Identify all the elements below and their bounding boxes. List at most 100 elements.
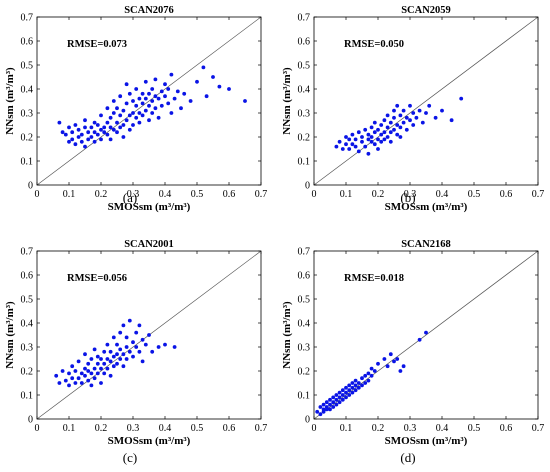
data-point bbox=[392, 127, 396, 132]
data-point bbox=[92, 376, 97, 381]
data-point bbox=[121, 364, 126, 369]
data-point bbox=[89, 125, 94, 130]
data-point bbox=[334, 402, 339, 407]
data-point bbox=[331, 400, 336, 405]
data-point bbox=[401, 364, 406, 369]
x-tick-label: 0 bbox=[312, 189, 317, 200]
data-point bbox=[366, 132, 371, 137]
data-point bbox=[372, 130, 377, 135]
y-tick-label: 0.1 bbox=[21, 157, 34, 168]
panel-caption: (d) bbox=[400, 450, 415, 465]
data-point bbox=[124, 335, 129, 340]
data-point bbox=[147, 103, 151, 108]
data-point bbox=[99, 137, 103, 142]
data-point bbox=[227, 87, 231, 91]
data-point bbox=[388, 352, 393, 357]
data-point bbox=[143, 96, 148, 101]
data-point bbox=[140, 359, 145, 364]
data-point bbox=[347, 388, 352, 393]
data-point bbox=[115, 106, 119, 111]
data-point bbox=[79, 381, 84, 385]
data-point bbox=[353, 383, 358, 388]
data-point bbox=[153, 77, 158, 82]
data-point bbox=[105, 106, 110, 111]
data-point bbox=[143, 108, 148, 113]
data-point bbox=[57, 120, 62, 125]
data-point bbox=[163, 82, 167, 87]
data-point bbox=[369, 366, 374, 371]
x-axis-label: SMOSsm (m³/m³) bbox=[385, 201, 468, 213]
data-point bbox=[115, 361, 119, 366]
x-tick-label: 0.1 bbox=[340, 189, 353, 200]
data-point bbox=[108, 349, 113, 354]
data-point bbox=[111, 354, 116, 359]
data-point bbox=[347, 393, 352, 397]
x-tick-label: 0.5 bbox=[468, 189, 481, 200]
x-axis-label: SMOSsm (m³/m³) bbox=[108, 435, 191, 447]
data-point bbox=[376, 361, 380, 366]
data-point bbox=[398, 369, 403, 373]
y-tick-label: 0.7 bbox=[21, 13, 34, 24]
data-point bbox=[108, 359, 113, 364]
data-point bbox=[111, 335, 116, 340]
data-point bbox=[366, 151, 371, 156]
data-point bbox=[99, 366, 103, 371]
data-point bbox=[340, 397, 345, 402]
data-point bbox=[324, 407, 329, 412]
data-point bbox=[111, 111, 116, 115]
data-point bbox=[124, 101, 129, 106]
data-point bbox=[118, 357, 123, 361]
data-point bbox=[350, 385, 355, 390]
x-tick-label: 0.6 bbox=[223, 423, 236, 434]
data-point bbox=[217, 84, 222, 89]
data-point bbox=[124, 345, 129, 349]
x-tick-label: 0.1 bbox=[63, 189, 76, 200]
data-point bbox=[369, 373, 374, 378]
data-point bbox=[201, 65, 206, 70]
data-point bbox=[108, 125, 113, 130]
data-point bbox=[89, 135, 94, 139]
data-point bbox=[417, 337, 422, 342]
x-tick-label: 0.2 bbox=[95, 423, 108, 434]
y-tick-label: 0.2 bbox=[21, 133, 34, 144]
data-point bbox=[86, 378, 91, 383]
data-point bbox=[420, 120, 425, 125]
data-point bbox=[376, 137, 380, 142]
data-point bbox=[382, 118, 387, 123]
data-point bbox=[166, 87, 171, 91]
y-tick-label: 0.5 bbox=[298, 61, 311, 72]
y-tick-label: 0.7 bbox=[298, 247, 311, 258]
data-point bbox=[179, 106, 183, 111]
data-point bbox=[366, 378, 371, 383]
data-point bbox=[398, 125, 403, 130]
data-point bbox=[363, 127, 368, 132]
data-point bbox=[334, 393, 339, 397]
data-point bbox=[137, 349, 142, 354]
rmse-annotation: RMSE=0.073 bbox=[67, 39, 127, 50]
data-point bbox=[115, 120, 119, 125]
data-point bbox=[137, 111, 142, 115]
y-tick-label: 0.5 bbox=[21, 295, 34, 306]
x-tick-label: 0.5 bbox=[191, 189, 204, 200]
data-point bbox=[95, 371, 100, 376]
data-point bbox=[350, 132, 355, 137]
data-point bbox=[459, 96, 464, 101]
y-tick-label: 0.5 bbox=[298, 295, 311, 306]
data-point bbox=[392, 108, 396, 113]
data-point bbox=[63, 378, 68, 383]
data-point bbox=[95, 361, 100, 366]
data-point bbox=[102, 371, 107, 376]
data-point bbox=[366, 137, 371, 142]
data-point bbox=[433, 115, 438, 120]
data-point bbox=[331, 405, 336, 409]
data-point bbox=[344, 395, 348, 400]
x-tick-label: 0.4 bbox=[436, 189, 449, 200]
data-point bbox=[99, 381, 103, 385]
data-point bbox=[388, 120, 393, 125]
data-point bbox=[356, 385, 361, 390]
data-point bbox=[70, 137, 75, 142]
x-tick-label: 0.2 bbox=[372, 423, 385, 434]
data-point bbox=[76, 127, 81, 132]
data-point bbox=[95, 123, 100, 127]
data-point bbox=[321, 409, 326, 414]
